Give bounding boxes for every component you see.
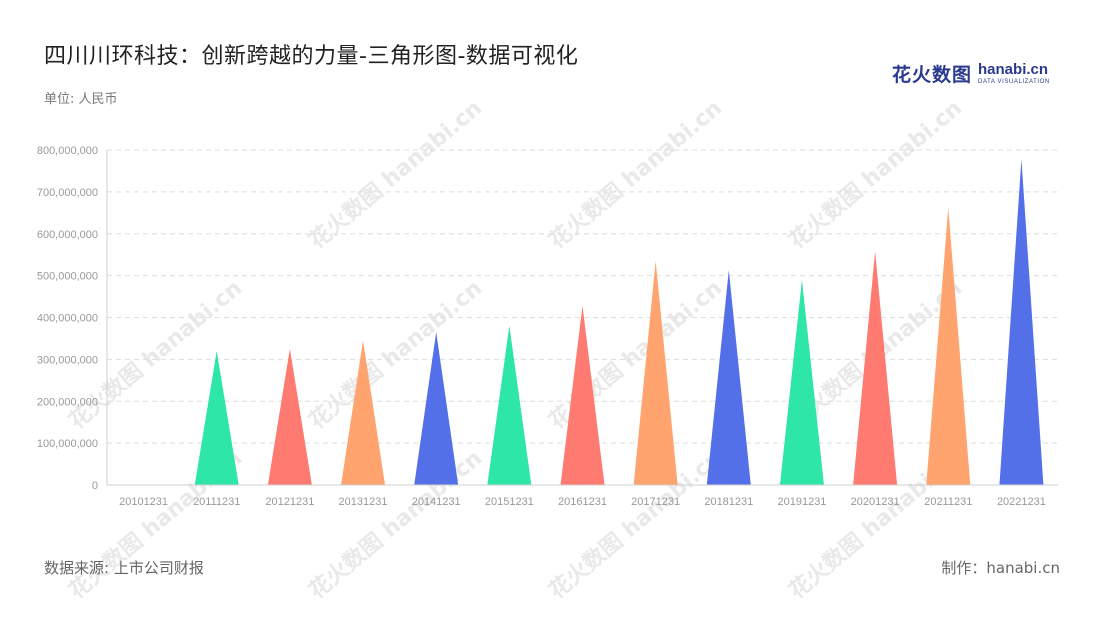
watermark-text: 花火数图 hanabi.cn	[304, 95, 487, 254]
triangle-mark	[267, 348, 312, 485]
triangle-marks	[194, 159, 1044, 485]
x-tick-label: 20151231	[485, 496, 534, 508]
triangle-mark	[853, 251, 898, 485]
triangle-mark	[487, 325, 532, 485]
y-tick-label: 100,000,000	[37, 438, 98, 450]
chart-title: 四川川环科技：创新跨越的力量-三角形图-数据可视化	[44, 44, 579, 69]
y-tick-label: 800,000,000	[37, 145, 98, 157]
y-tick-label: 200,000,000	[37, 396, 98, 408]
logo-cn-text: 花火数图	[892, 64, 973, 86]
grid-lines	[107, 149, 1058, 444]
x-tick-label: 20171231	[631, 496, 680, 508]
logo-en-text: hanabi.cn	[978, 61, 1049, 78]
x-tick-label: 20221231	[997, 496, 1046, 508]
triangle-mark	[779, 279, 824, 485]
x-tick-label: 20101231	[119, 496, 168, 508]
x-tick-label: 20191231	[777, 496, 826, 508]
watermark-text: 花火数图 hanabi.cn	[304, 445, 487, 604]
triangle-mark	[414, 332, 459, 485]
unit-label: 单位: 人民币	[44, 92, 118, 107]
y-axis: 0 100,000,000 200,000,000 300,000,000 400,00…	[37, 145, 108, 492]
y-tick-label: 500,000,000	[37, 271, 98, 283]
y-tick-label: 700,000,000	[37, 187, 98, 199]
x-tick-label: 20141231	[412, 496, 461, 508]
triangle-mark	[633, 260, 678, 485]
y-tick-label: 600,000,000	[37, 229, 98, 241]
brand-logo: 花火数图 hanabi.cn DATA VISUALIZATION	[892, 60, 1050, 87]
credit: 制作：hanabi.cn	[941, 559, 1060, 577]
x-tick-label: 20201231	[851, 496, 900, 508]
x-tick-label: 20211231	[924, 496, 972, 508]
watermark-text: 花火数图 hanabi.cn	[544, 95, 727, 254]
x-tick-label: 20131231	[339, 496, 388, 508]
triangle-mark	[926, 207, 971, 485]
x-tick-label: 20111231	[193, 496, 240, 508]
logo-sub-text: DATA VISUALIZATION	[978, 79, 1050, 85]
triangle-mark	[999, 159, 1044, 485]
x-axis: 20101231 20111231 20121231 20131231 20141231…	[107, 484, 1058, 508]
x-tick-label: 20121231	[265, 496, 314, 508]
triangle-mark	[560, 305, 605, 485]
y-tick-label: 400,000,000	[37, 313, 98, 325]
triangle-mark	[194, 351, 239, 485]
watermark-text: 花火数图 hanabi.cn	[784, 95, 967, 254]
watermark-text: 花火数图 hanabi.cn	[304, 275, 487, 434]
watermark-layer: 花火数图 hanabi.cn 花火数图 hanabi.cn 花火数图 hanabi.…	[64, 95, 967, 604]
triangle-mark	[706, 270, 751, 485]
x-tick-label: 20181231	[704, 496, 753, 508]
y-tick-label: 0	[92, 480, 98, 492]
x-tick-label: 20161231	[558, 496, 607, 508]
y-tick-label: 300,000,000	[37, 354, 98, 366]
triangle-mark	[341, 340, 386, 485]
logo-en-block: hanabi.cn DATA VISUALIZATION	[978, 62, 1050, 85]
data-source: 数据来源: 上市公司财报	[44, 559, 204, 577]
